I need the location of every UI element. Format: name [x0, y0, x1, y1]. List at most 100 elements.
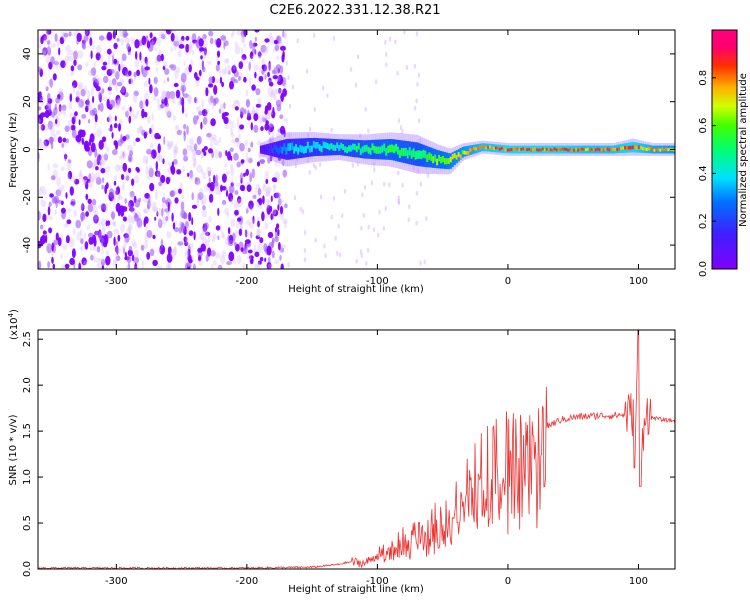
spectrogram-y-tick-label: -20	[22, 189, 33, 205]
spectrogram-noise-speckle	[176, 129, 182, 136]
spectrogram-noise-speckle	[261, 58, 266, 66]
spectrogram-noise-speckle	[267, 157, 271, 164]
spectrogram-noise-speckle	[155, 55, 161, 62]
spectrogram-noise-speckle	[207, 170, 211, 177]
spectrogram-noise-speckle	[280, 263, 284, 269]
spectrogram-noise-speckle	[178, 188, 182, 194]
spectrogram-band-core	[626, 146, 629, 150]
spectrogram-noise-speckle	[219, 76, 223, 84]
spectrogram-noise-speckle	[218, 190, 222, 196]
spectrogram-noise-speckle	[116, 37, 120, 42]
spectrogram-noise-speckle	[271, 110, 276, 119]
spectrogram-noise-speckle	[38, 210, 41, 221]
spectrogram-faint-speckle	[373, 167, 376, 173]
spectrogram-band-core	[430, 153, 433, 161]
spectrogram-y-tick-label: 40	[22, 48, 33, 61]
spectrogram-noise-speckle	[78, 81, 84, 92]
spectrogram-band-core	[496, 146, 499, 150]
spectrogram-noise-speckle	[270, 135, 275, 143]
spectrogram-noise-speckle	[129, 106, 132, 112]
spectrogram-noise-speckle	[200, 121, 203, 130]
spectrogram-noise-speckle	[264, 257, 267, 262]
spectrogram-band-core	[498, 147, 501, 151]
spectrogram-noise-speckle	[76, 231, 82, 241]
spectrogram-noise-speckle	[261, 69, 265, 75]
spectrogram-noise-speckle	[75, 134, 82, 143]
spectrogram-band-core	[631, 145, 635, 150]
spectrogram-noise-speckle	[268, 32, 273, 39]
spectrogram-noise-speckle	[177, 50, 182, 58]
spectrogram-noise-speckle	[97, 104, 101, 111]
spectrogram-noise-speckle	[256, 243, 263, 254]
spectrogram-noise-speckle	[167, 111, 172, 116]
spectrogram-noise-speckle	[229, 80, 234, 90]
spectrogram-noise-speckle	[120, 37, 124, 46]
spectrogram-band-core	[265, 145, 268, 150]
spectrogram-band-core	[489, 145, 492, 149]
spectrogram-band-core	[389, 144, 392, 153]
spectrogram-noise-speckle	[164, 199, 169, 204]
spectrogram-noise-speckle	[90, 87, 94, 97]
spectrogram-noise-speckle	[279, 114, 284, 120]
spectrogram-noise-speckle	[100, 168, 106, 174]
spectrogram-noise-speckle	[205, 231, 211, 236]
spectrogram-noise-speckle	[173, 82, 179, 88]
spectrogram-noise-speckle	[50, 43, 56, 48]
spectrogram-noise-speckle	[39, 112, 46, 118]
spectrogram-noise-speckle	[115, 246, 121, 255]
spectrogram-faint-speckle	[296, 38, 299, 44]
spectrogram-noise-speckle	[101, 65, 107, 71]
spectrogram-noise-speckle	[225, 170, 230, 176]
spectrogram-faint-speckle	[314, 165, 317, 171]
spectrogram-faint-speckle	[378, 209, 381, 215]
spectrogram-noise-speckle	[274, 236, 279, 243]
snr-x-tick-label: 0	[505, 576, 511, 587]
spectrogram-noise-speckle	[76, 89, 80, 96]
spectrogram-faint-speckle	[367, 224, 370, 230]
spectrogram-noise-speckle	[259, 159, 265, 164]
spectrogram-noise-speckle	[84, 85, 88, 94]
spectrogram-noise-speckle	[145, 99, 149, 107]
spectrogram-noise-speckle	[244, 230, 250, 238]
spectrogram-band-core	[461, 150, 464, 155]
spectrogram-noise-speckle	[246, 208, 249, 214]
spectrogram-noise-speckle	[242, 185, 245, 191]
spectrogram-noise-speckle	[38, 152, 41, 162]
spectrogram-noise-speckle	[203, 151, 207, 157]
spectrogram-noise-speckle	[100, 259, 106, 266]
snr-y-tick-label: 1.5	[22, 423, 33, 439]
spectrogram-noise-speckle	[167, 246, 172, 256]
spectrogram-noise-speckle	[242, 36, 245, 43]
spectrogram-noise-speckle	[165, 263, 170, 269]
spectrogram-noise-speckle	[198, 111, 203, 116]
spectrogram-noise-speckle	[156, 265, 163, 269]
spectrogram-noise-speckle	[92, 96, 95, 103]
spectrogram-noise-speckle	[151, 130, 154, 141]
spectrogram-noise-speckle	[95, 85, 101, 92]
spectrogram-noise-speckle	[41, 189, 48, 196]
spectrogram-noise-speckle	[157, 134, 162, 140]
spectrogram-noise-speckle	[146, 148, 152, 155]
spectrogram-noise-speckle	[243, 76, 247, 83]
spectrogram-noise-speckle	[94, 159, 98, 168]
spectrogram-noise-speckle	[164, 197, 171, 203]
spectrogram-noise-speckle	[275, 64, 281, 70]
spectrogram-noise-speckle	[264, 170, 269, 180]
spectrogram-noise-speckle	[254, 49, 257, 55]
spectrogram-noise-speckle	[57, 187, 62, 197]
figure-title: C2E6.2022.331.12.38.R21	[269, 3, 440, 18]
spectrogram-noise-speckle	[275, 231, 278, 239]
spectrogram-noise-speckle	[128, 78, 131, 84]
spectrogram-noise-speckle	[50, 122, 57, 127]
spectrogram-noise-speckle	[143, 80, 149, 88]
spectrogram-noise-speckle	[196, 115, 200, 120]
spectrogram-faint-speckle	[303, 257, 307, 263]
spectrogram-noise-speckle	[161, 98, 165, 105]
spectrogram-noise-speckle	[240, 34, 246, 44]
spectrogram-noise-speckle	[268, 127, 271, 135]
spectrogram-noise-speckle	[98, 140, 104, 150]
spectrogram-noise-speckle	[259, 98, 262, 108]
spectrogram-noise-speckle	[46, 243, 52, 254]
spectrogram-noise-speckle	[219, 106, 224, 116]
